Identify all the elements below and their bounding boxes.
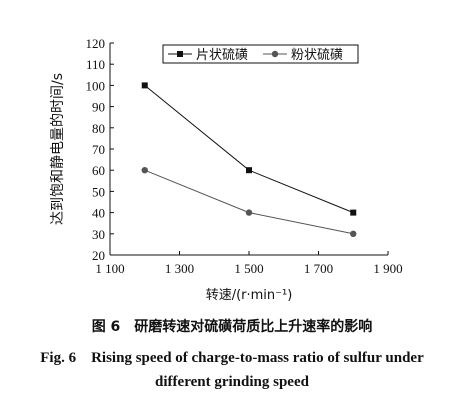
- y-axis-label: 达到饱和静电量的时间/s: [50, 73, 66, 225]
- chart-series: [141, 82, 357, 237]
- x-axis-label: 转速/(r·min⁻¹): [206, 288, 293, 303]
- x-tick-label: 1 500: [234, 261, 263, 276]
- series-line-2: [144, 169, 354, 235]
- y-tick-label: 110: [86, 57, 105, 72]
- figure-caption-english-line2: different grinding speed: [155, 374, 309, 390]
- chart-axes: [109, 43, 388, 256]
- y-axis-ticks: 20 30 40 50 60 70 80 90 100 110 120: [86, 36, 114, 263]
- y-tick-label: 50: [92, 184, 105, 199]
- x-tick-label: 1 900: [373, 261, 402, 276]
- y-tick-label: 30: [92, 227, 105, 242]
- legend-marker: [271, 50, 279, 58]
- legend-marker: [177, 51, 183, 57]
- legend-label: 粉状硫磺: [291, 48, 343, 63]
- figure-caption-english-line1: Fig. 6 Rising speed of charge-to-mass ra…: [40, 350, 424, 366]
- series-line-1: [144, 85, 354, 214]
- line-chart: 20 30 40 50 60 70 80 90 100 110 120 1 100 1 300 1 50…: [50, 36, 403, 303]
- y-tick-label: 20: [92, 248, 105, 263]
- data-point: [350, 230, 357, 237]
- y-tick-label: 120: [86, 36, 106, 51]
- y-tick-label: 40: [92, 206, 105, 221]
- data-point: [350, 209, 357, 216]
- x-axis-ticks: 1 100 1 300 1 500 1 700 1 900: [95, 251, 403, 276]
- y-tick-label: 80: [92, 121, 105, 136]
- x-tick-label: 1 100: [95, 261, 124, 276]
- x-tick-label: 1 700: [304, 261, 333, 276]
- data-point: [246, 167, 252, 174]
- data-point: [245, 209, 253, 216]
- legend-label: 片状硫磺: [196, 48, 248, 63]
- y-tick-label: 60: [92, 163, 105, 178]
- x-tick-label: 1 300: [165, 261, 194, 276]
- y-tick-label: 90: [92, 100, 105, 115]
- data-point: [141, 167, 148, 174]
- y-tick-label: 100: [86, 78, 106, 93]
- chart-legend: 片状硫磺 粉状硫磺: [162, 44, 359, 64]
- y-tick-label: 70: [92, 142, 105, 157]
- data-point: [141, 82, 148, 89]
- legend-box: [162, 44, 359, 64]
- figure-caption-chinese: 图 6 研磨转速对硫磺荷质比上升速率的影响: [91, 319, 373, 335]
